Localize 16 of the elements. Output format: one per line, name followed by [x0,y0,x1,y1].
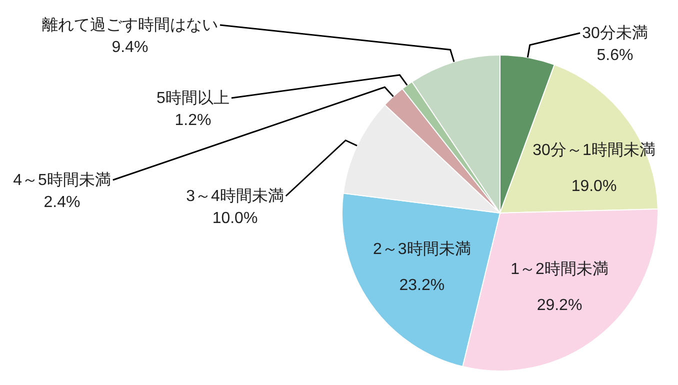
slice-label: 30分未満 [582,24,648,42]
data-label: 1.2% [174,112,212,129]
data-label: 5.6% [596,47,634,64]
slice-label: 30分～1時間未満 [532,140,656,159]
data-label: 10.0% [212,210,258,227]
data-label: 23.2% [399,276,445,294]
slice-label: 離れて過ごす時間はない [42,16,218,34]
slice-label: 3～4時間未満 [186,187,284,205]
slice-label: 4～5時間未満 [13,171,111,189]
data-label: 19.0% [571,178,617,195]
slice-label: 5時間以上 [156,89,230,107]
data-label: 2.4% [44,194,80,211]
data-label: 29.2% [536,296,582,314]
data-label: 9.4% [112,39,148,56]
slice-label: 2～3時間未満 [373,240,471,258]
slice-label: 1～2時間未満 [510,260,608,278]
